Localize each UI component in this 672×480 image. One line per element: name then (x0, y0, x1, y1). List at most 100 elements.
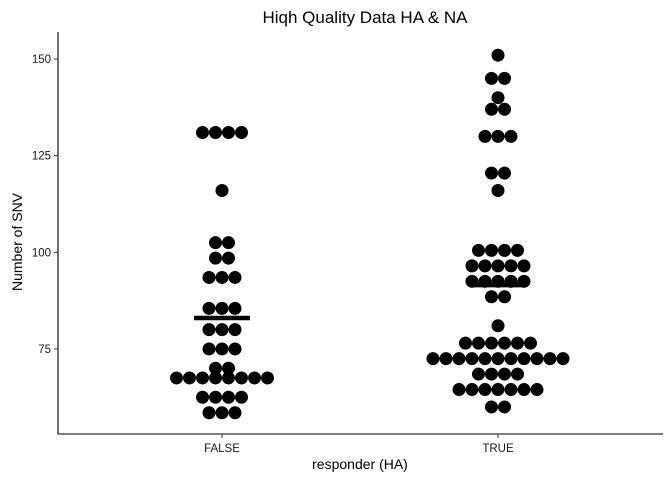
data-point (478, 383, 492, 397)
data-point (504, 129, 518, 143)
data-point (222, 371, 235, 385)
data-point (228, 323, 242, 337)
data-point (209, 390, 222, 404)
data-point (222, 361, 235, 375)
data-point (491, 383, 505, 397)
data-point (498, 400, 511, 414)
y-tick-label: 75 (38, 344, 51, 356)
data-point (215, 342, 229, 356)
data-point (465, 259, 479, 273)
data-point (472, 367, 485, 381)
data-point (209, 361, 222, 375)
data-point (228, 270, 242, 284)
data-point (478, 129, 492, 143)
data-point (498, 166, 511, 180)
y-tick-label: 100 (32, 247, 51, 259)
data-point (504, 352, 518, 366)
data-point (498, 102, 511, 116)
data-point (222, 236, 235, 250)
chart-title: Hiqh Quality Data HA & NA (262, 8, 468, 27)
x-axis-label: responder (HA) (312, 456, 408, 472)
y-tick-label: 150 (32, 54, 51, 66)
data-point (439, 352, 453, 366)
data-point (511, 243, 524, 257)
data-point (215, 270, 229, 284)
data-point (228, 342, 242, 356)
data-point (248, 371, 261, 385)
data-point (209, 126, 222, 139)
data-point (498, 243, 511, 257)
data-point (235, 371, 248, 385)
y-tick-label: 125 (32, 151, 51, 163)
data-point (485, 336, 498, 350)
data-point (517, 259, 531, 273)
data-point (209, 371, 222, 385)
data-point (452, 383, 466, 397)
data-point (215, 406, 229, 420)
data-point (498, 336, 511, 350)
data-point (530, 383, 544, 397)
data-point (196, 390, 209, 404)
data-point (465, 352, 479, 366)
data-point (235, 390, 248, 404)
data-point (209, 236, 222, 250)
dot-marks (170, 48, 570, 420)
data-point (472, 336, 485, 350)
data-point (202, 342, 216, 356)
data-point (485, 400, 498, 414)
data-point (209, 251, 222, 265)
y-axis-label: Number of SNV (9, 192, 25, 291)
data-point (504, 259, 518, 273)
data-point (485, 71, 498, 85)
data-point (452, 352, 466, 366)
data-point (202, 406, 216, 420)
data-point (222, 390, 235, 404)
data-point (478, 352, 492, 366)
data-point (235, 126, 248, 139)
data-point (485, 290, 498, 304)
data-point (478, 259, 492, 273)
data-point (491, 48, 505, 62)
data-point (498, 367, 511, 381)
data-point (215, 301, 229, 315)
data-point (202, 323, 216, 337)
data-point (228, 301, 242, 315)
data-point (196, 126, 209, 139)
data-point (222, 251, 235, 265)
data-point (543, 352, 557, 366)
axes: 75 100 125 150 FALSE TRUE (32, 32, 663, 455)
data-point (196, 371, 209, 385)
data-point (524, 336, 537, 350)
data-point (530, 352, 544, 366)
data-point (183, 371, 196, 385)
x-tick-label: TRUE (482, 443, 514, 455)
data-point (491, 91, 505, 105)
data-point (202, 270, 216, 284)
data-point (202, 301, 216, 315)
data-point (465, 383, 479, 397)
data-point (426, 352, 440, 366)
data-point (485, 102, 498, 116)
data-point (485, 367, 498, 381)
data-point (491, 183, 505, 197)
data-point (498, 71, 511, 85)
data-point (511, 336, 524, 350)
data-point (491, 129, 505, 143)
data-point (222, 126, 235, 139)
data-point (498, 290, 511, 304)
data-point (228, 406, 242, 420)
data-point (215, 323, 229, 337)
data-point (511, 367, 524, 381)
data-point (504, 383, 518, 397)
data-point (485, 166, 498, 180)
data-point (472, 243, 485, 257)
data-point (261, 371, 274, 385)
data-point (491, 319, 505, 333)
data-point (517, 383, 531, 397)
data-point (215, 183, 229, 197)
data-point (491, 259, 505, 273)
data-point (459, 336, 472, 350)
data-point (485, 243, 498, 257)
data-point (556, 352, 570, 366)
